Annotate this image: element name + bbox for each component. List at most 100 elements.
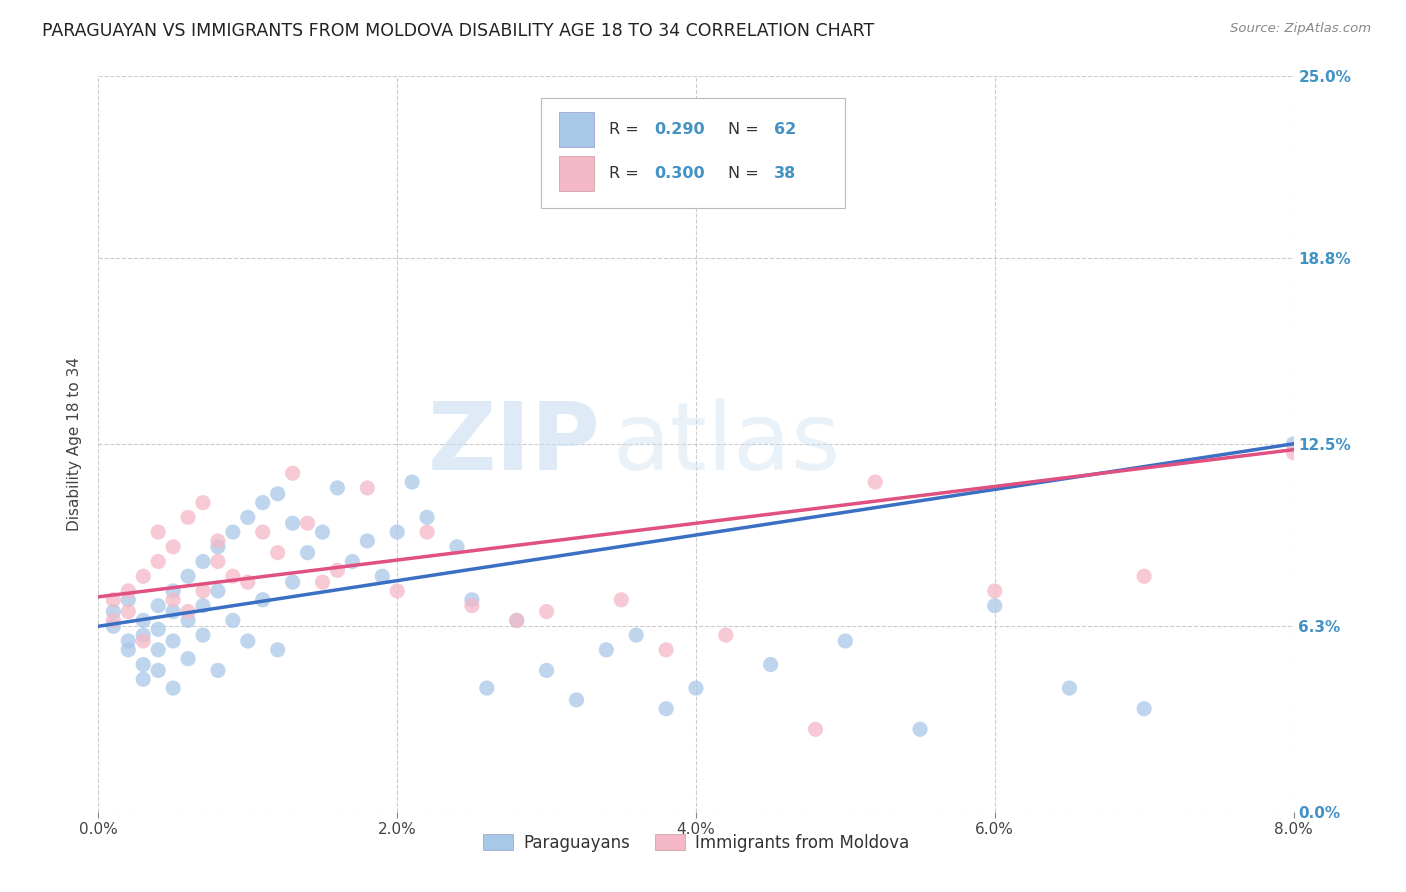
Point bbox=[103, 619, 125, 633]
Point bbox=[326, 481, 349, 495]
Point bbox=[416, 510, 439, 524]
Point bbox=[626, 628, 648, 642]
Point bbox=[865, 475, 887, 489]
Point bbox=[162, 634, 184, 648]
Point bbox=[461, 599, 484, 613]
Point bbox=[610, 592, 633, 607]
Point bbox=[804, 723, 827, 737]
Text: ZIP: ZIP bbox=[427, 398, 600, 490]
Point bbox=[207, 554, 229, 569]
Point bbox=[281, 575, 304, 590]
Point bbox=[162, 540, 184, 554]
Point bbox=[536, 664, 558, 678]
Point bbox=[984, 599, 1007, 613]
Point bbox=[117, 584, 139, 599]
Point bbox=[1282, 445, 1305, 459]
Point bbox=[506, 614, 529, 628]
Point bbox=[117, 592, 139, 607]
Point bbox=[714, 628, 737, 642]
Point bbox=[191, 584, 214, 599]
Point bbox=[103, 592, 125, 607]
Point bbox=[222, 524, 245, 539]
Point bbox=[103, 614, 125, 628]
Point bbox=[385, 524, 409, 539]
Point bbox=[834, 634, 856, 648]
Point bbox=[191, 496, 214, 510]
Text: 0.290: 0.290 bbox=[654, 122, 704, 137]
Point bbox=[506, 614, 529, 628]
Point bbox=[132, 634, 155, 648]
Y-axis label: Disability Age 18 to 34: Disability Age 18 to 34 bbox=[67, 357, 83, 531]
Point bbox=[401, 475, 423, 489]
Point bbox=[162, 584, 184, 599]
Point bbox=[148, 642, 170, 657]
Point bbox=[191, 554, 214, 569]
Text: R =: R = bbox=[609, 166, 644, 181]
Point bbox=[132, 569, 155, 583]
Point bbox=[132, 614, 155, 628]
FancyBboxPatch shape bbox=[558, 112, 595, 147]
Point bbox=[177, 651, 200, 665]
Point bbox=[117, 642, 139, 657]
Point bbox=[908, 723, 931, 737]
Point bbox=[655, 642, 678, 657]
Point bbox=[595, 642, 617, 657]
Point bbox=[222, 614, 245, 628]
Point bbox=[385, 584, 409, 599]
Point bbox=[236, 575, 259, 590]
Point bbox=[267, 546, 290, 560]
Point bbox=[207, 540, 229, 554]
Point bbox=[117, 605, 139, 619]
Point bbox=[311, 524, 333, 539]
Text: 0.300: 0.300 bbox=[654, 166, 704, 181]
Text: atlas: atlas bbox=[613, 398, 841, 490]
Point bbox=[148, 664, 170, 678]
Point bbox=[132, 657, 155, 672]
Point bbox=[148, 622, 170, 636]
Text: N =: N = bbox=[728, 166, 763, 181]
Point bbox=[148, 599, 170, 613]
Point bbox=[236, 510, 259, 524]
Point bbox=[222, 569, 245, 583]
Point bbox=[356, 481, 378, 495]
Point bbox=[297, 516, 319, 531]
Point bbox=[177, 614, 200, 628]
Text: N =: N = bbox=[728, 122, 763, 137]
Point bbox=[342, 554, 364, 569]
Point bbox=[191, 628, 214, 642]
Point bbox=[446, 540, 468, 554]
Point bbox=[267, 487, 290, 501]
Point bbox=[461, 592, 484, 607]
Point bbox=[984, 584, 1007, 599]
Point bbox=[1059, 681, 1081, 695]
Point bbox=[1282, 436, 1305, 450]
Point bbox=[281, 516, 304, 531]
Point bbox=[177, 510, 200, 524]
Legend: Paraguayans, Immigrants from Moldova: Paraguayans, Immigrants from Moldova bbox=[477, 827, 915, 859]
Point bbox=[177, 569, 200, 583]
Point bbox=[267, 642, 290, 657]
Point bbox=[162, 592, 184, 607]
Text: Source: ZipAtlas.com: Source: ZipAtlas.com bbox=[1230, 22, 1371, 36]
Point bbox=[565, 693, 588, 707]
Point bbox=[311, 575, 333, 590]
Text: 62: 62 bbox=[773, 122, 796, 137]
Point bbox=[103, 605, 125, 619]
Text: 38: 38 bbox=[773, 166, 796, 181]
Text: R =: R = bbox=[609, 122, 644, 137]
Point bbox=[475, 681, 498, 695]
Point bbox=[207, 533, 229, 548]
Point bbox=[416, 524, 439, 539]
Point bbox=[162, 681, 184, 695]
Point bbox=[1133, 569, 1156, 583]
Point bbox=[252, 524, 274, 539]
Point bbox=[117, 634, 139, 648]
Point bbox=[252, 496, 274, 510]
Point bbox=[685, 681, 707, 695]
Point bbox=[281, 466, 304, 480]
Point bbox=[252, 592, 274, 607]
Point bbox=[177, 605, 200, 619]
Point bbox=[207, 584, 229, 599]
Point bbox=[148, 554, 170, 569]
Point bbox=[536, 605, 558, 619]
